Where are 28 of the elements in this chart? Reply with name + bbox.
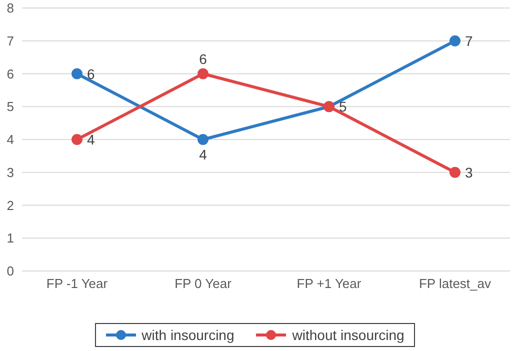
x-tick-label: FP 0 Year	[174, 276, 232, 292]
point	[450, 166, 460, 178]
point	[450, 35, 460, 46]
data-label: 6	[199, 50, 208, 67]
y-tick-label: 0	[6, 264, 14, 279]
x-tick-label: FP +1 Year	[296, 276, 362, 292]
point	[72, 134, 82, 145]
y-tick-label: 1	[6, 230, 14, 246]
x-tick-label: FP -1 Year	[46, 276, 108, 292]
data-label: 5	[339, 98, 347, 115]
y-tick-label: 6	[6, 66, 14, 82]
data-label: 7	[465, 32, 473, 49]
x-tick-label: FP latest_av	[418, 276, 492, 292]
y-tick-label: 4	[6, 132, 14, 148]
y-tick-label: 2	[6, 198, 14, 213]
point	[198, 134, 208, 145]
y-tick-label: 5	[6, 99, 14, 114]
point	[198, 68, 208, 80]
y-tick-label: 7	[6, 33, 14, 48]
data-label: 4	[87, 132, 95, 148]
point	[72, 68, 82, 80]
data-label: 3	[465, 164, 473, 180]
y-tick-label: 3	[6, 164, 14, 180]
legend-label: without insourcing	[291, 327, 404, 343]
y-tick-label: 8	[6, 0, 14, 16]
data-label: 4	[199, 146, 208, 162]
legend-label: with insourcing	[140, 327, 234, 343]
data-label: 6	[87, 66, 95, 82]
